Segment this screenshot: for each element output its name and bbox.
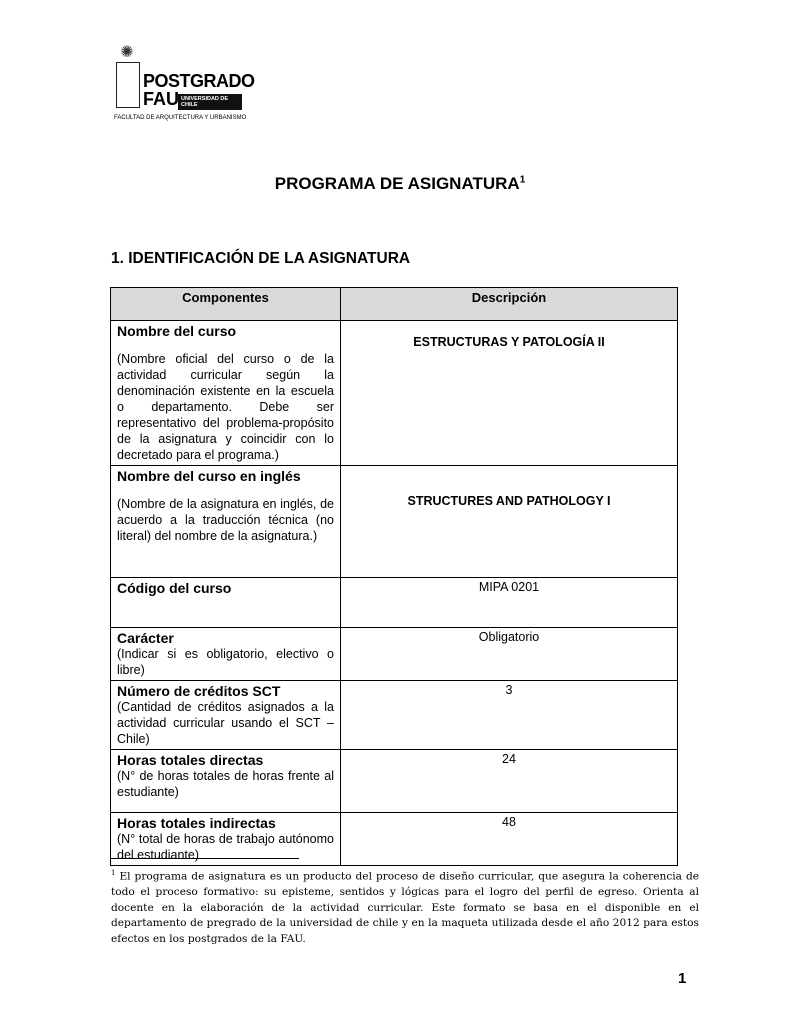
table-row: Nombre del curso en inglés (Nombre de la … [110,465,678,578]
row-value: ESTRUCTURAS Y PATOLOGÍA II [340,320,678,466]
postgrado-fau-logo: ✺ POSTGRADO FAU UNIVERSIDAD DE CHILE FAC… [112,44,255,128]
row-desc: (Cantidad de créditos asignados a la act… [117,700,334,746]
row-label: Nombre del curso [117,323,237,339]
row-value: 48 [340,812,678,866]
table-header-row: Componentes Descripción [110,287,678,321]
table-row: Número de créditos SCT (Cantidad de crédi… [110,680,678,750]
row-value: MIPA 0201 [340,577,678,628]
row-value: 24 [340,749,678,813]
row-label: Número de créditos SCT [117,683,281,699]
identification-table: Componentes Descripción Nombre del curso… [110,287,678,866]
row-value: Obligatorio [340,627,678,681]
table-row: Horas totales indirectas (N° total de hor… [110,812,678,866]
sun-emblem-icon: ✺ [120,44,134,61]
section-heading: 1. IDENTIFICACIÓN DE LA ASIGNATURA [111,250,411,267]
footnote-separator [111,858,299,859]
table-row: Horas totales directas (N° de horas total… [110,749,678,813]
footnote-mark: 1 [111,869,116,877]
table-row: Código del curso MIPA 0201 [110,577,678,628]
row-label: Código del curso [117,580,232,596]
page-title: PROGRAMA DE ASIGNATURA1 [274,174,526,193]
page-number: 1 [678,970,687,987]
row-label: Horas totales indirectas [117,815,276,831]
logo-faculty: FACULTAD DE ARQUITECTURA Y URBANISMO [114,115,247,121]
row-desc: (Indicar si es obligatorio, electivo o l… [117,647,334,677]
row-label: Nombre del curso en inglés [117,468,301,484]
row-desc: (Nombre oficial del curso o de la activi… [117,352,334,462]
table-row: Carácter (Indicar si es obligatorio, elec… [110,627,678,681]
table-row: Nombre del curso (Nombre oficial del curs… [110,320,678,466]
logo-badge: UNIVERSIDAD DE CHILE [178,94,242,110]
header-descripcion: Descripción [340,287,678,321]
row-label: Horas totales directas [117,752,264,768]
row-value: STRUCTURES AND PATHOLOGY I [340,465,678,578]
footnote-text: El programa de asignatura es un producto… [111,870,699,945]
footnote-ref: 1 [519,174,526,186]
row-desc: (N° de horas totales de horas frente al … [117,769,334,799]
footnote: 1 El programa de asignatura es un produc… [111,866,699,947]
crest-icon [116,62,140,108]
logo-text: POSTGRADO [143,71,255,91]
row-label: Carácter [117,630,174,646]
row-desc: (Nombre de la asignatura en inglés, de a… [117,497,334,543]
header-componentes: Componentes [110,287,341,321]
logo-fau: FAU [143,89,179,109]
row-value: 3 [340,680,678,750]
